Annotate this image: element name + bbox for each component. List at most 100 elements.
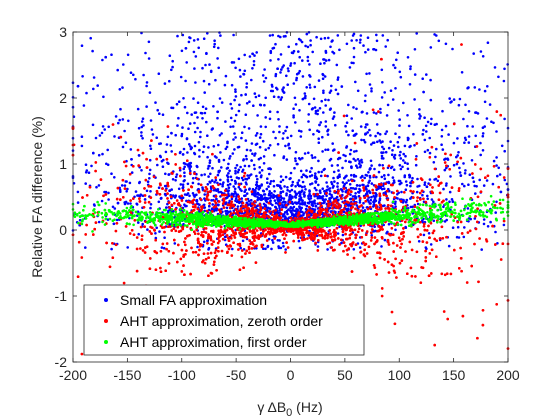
point-small-fa	[237, 185, 241, 189]
point-small-fa	[171, 65, 174, 69]
point-small-fa	[188, 122, 192, 125]
point-small-fa	[241, 170, 244, 173]
point-small-fa	[289, 177, 292, 180]
point-small-fa	[481, 126, 485, 129]
point-small-fa	[485, 117, 489, 120]
point-small-fa	[253, 154, 256, 157]
point-small-fa	[286, 212, 289, 216]
point-small-fa	[309, 197, 313, 200]
point-small-fa	[318, 123, 321, 127]
point-small-fa	[230, 83, 234, 87]
point-small-fa	[347, 103, 350, 107]
point-small-fa	[397, 145, 400, 149]
point-small-fa	[261, 139, 265, 143]
point-small-fa	[331, 142, 335, 145]
point-small-fa	[210, 179, 214, 182]
point-small-fa	[140, 131, 143, 134]
point-small-fa	[129, 148, 133, 151]
point-small-fa	[279, 180, 283, 184]
point-small-fa	[190, 146, 193, 149]
point-small-fa	[361, 210, 365, 213]
point-small-fa	[341, 233, 345, 237]
point-small-fa	[206, 239, 209, 242]
point-small-fa	[197, 140, 201, 144]
point-small-fa	[364, 123, 368, 126]
point-small-fa	[298, 205, 301, 208]
point-small-fa	[392, 63, 395, 67]
point-small-fa	[387, 173, 390, 177]
point-small-fa	[264, 247, 267, 251]
point-small-fa	[321, 187, 325, 190]
point-small-fa	[147, 40, 151, 44]
point-small-fa	[369, 198, 373, 202]
point-small-fa	[352, 55, 356, 59]
point-small-fa	[394, 87, 397, 90]
point-small-fa	[280, 96, 284, 99]
point-aht-zeroth	[161, 187, 164, 190]
point-small-fa	[430, 198, 434, 201]
point-small-fa	[248, 187, 251, 190]
point-small-fa	[264, 96, 268, 100]
point-small-fa	[219, 178, 222, 182]
point-small-fa	[217, 170, 221, 174]
point-small-fa	[252, 163, 256, 167]
point-small-fa	[440, 128, 444, 132]
point-small-fa	[408, 173, 411, 177]
point-small-fa	[258, 103, 262, 107]
point-small-fa	[481, 55, 485, 58]
point-small-fa	[185, 61, 188, 64]
point-small-fa	[459, 174, 463, 177]
point-small-fa	[306, 201, 310, 205]
point-small-fa	[80, 135, 84, 138]
point-small-fa	[500, 144, 504, 148]
point-small-fa	[148, 172, 151, 176]
point-small-fa	[442, 187, 445, 191]
point-small-fa	[265, 200, 269, 204]
point-small-fa	[124, 141, 128, 144]
point-small-fa	[315, 188, 318, 192]
point-small-fa	[224, 74, 228, 78]
point-small-fa	[361, 110, 364, 114]
point-small-fa	[243, 164, 247, 168]
point-small-fa	[404, 180, 408, 183]
point-small-fa	[245, 192, 249, 195]
point-small-fa	[403, 161, 407, 164]
point-small-fa	[194, 81, 197, 84]
point-small-fa	[166, 202, 169, 206]
point-small-fa	[286, 186, 289, 189]
point-small-fa	[368, 72, 371, 75]
point-small-fa	[300, 185, 304, 189]
point-small-fa	[228, 169, 231, 173]
point-small-fa	[244, 194, 247, 197]
point-small-fa	[398, 70, 402, 74]
point-small-fa	[354, 192, 357, 195]
point-small-fa	[207, 164, 210, 168]
point-small-fa	[325, 181, 328, 184]
point-small-fa	[462, 117, 465, 121]
point-small-fa	[330, 164, 334, 167]
point-small-fa	[186, 151, 189, 154]
point-small-fa	[327, 58, 331, 62]
point-small-fa	[238, 68, 242, 72]
point-small-fa	[306, 55, 310, 59]
point-small-fa	[307, 113, 311, 116]
point-aht-zeroth	[479, 167, 483, 171]
point-small-fa	[324, 49, 328, 53]
point-small-fa	[336, 182, 339, 185]
point-small-fa	[191, 181, 195, 185]
point-small-fa	[359, 34, 363, 37]
point-small-fa	[272, 46, 276, 50]
point-small-fa	[312, 97, 316, 101]
point-small-fa	[310, 154, 314, 157]
point-small-fa	[386, 38, 390, 42]
point-small-fa	[368, 83, 372, 86]
point-small-fa	[352, 248, 356, 251]
point-small-fa	[457, 103, 461, 107]
point-small-fa	[338, 48, 341, 52]
point-small-fa	[170, 131, 173, 135]
point-small-fa	[241, 178, 245, 182]
point-small-fa	[350, 117, 354, 120]
point-small-fa	[313, 156, 317, 159]
point-small-fa	[282, 132, 285, 135]
point-small-fa	[463, 226, 466, 229]
